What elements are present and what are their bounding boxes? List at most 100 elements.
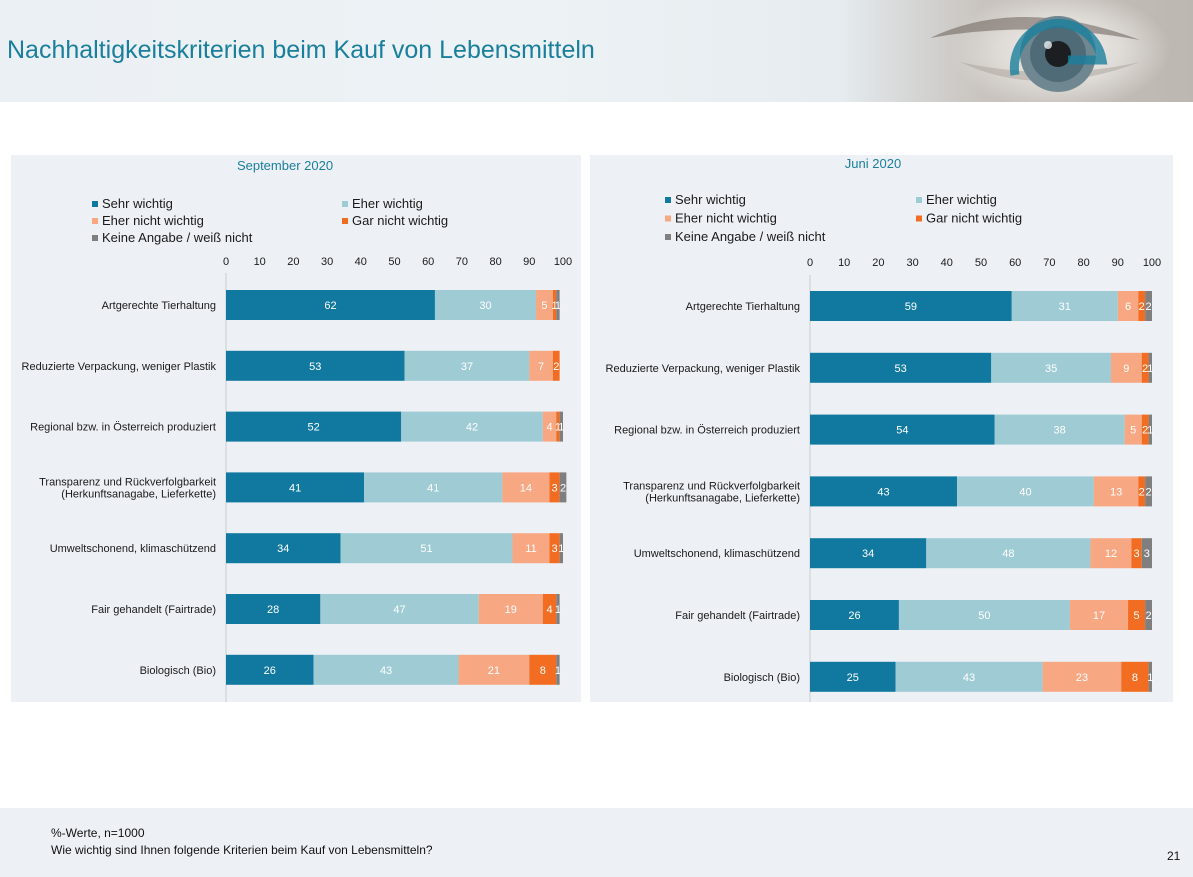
data-label: 1	[558, 543, 564, 555]
bar-segment-sehr-wichtig	[810, 538, 927, 569]
data-label: 4	[546, 422, 552, 434]
bar-segment-gar-nicht-wichtig	[542, 594, 557, 624]
data-label: 19	[505, 604, 517, 616]
category-label: (Herkunftsanagabe, Lieferkette)	[61, 488, 216, 500]
bar-segment-keine-angabe-weiss-nicht	[556, 594, 560, 624]
bar-segment-gar-nicht-wichtig	[1131, 538, 1142, 569]
data-label: 47	[393, 604, 405, 616]
x-tick-label: 80	[1077, 257, 1089, 269]
bar-segment-eher-nicht-wichtig	[1042, 661, 1122, 692]
bar-segment-sehr-wichtig	[810, 661, 896, 692]
x-tick-label: 30	[906, 257, 918, 269]
category-label: Regional bzw. in Österreich produziert	[30, 422, 216, 434]
data-label: 2	[1139, 486, 1145, 498]
data-label: 43	[877, 486, 889, 498]
data-label: 1	[555, 422, 561, 434]
bar-segment-gar-nicht-wichtig	[1138, 476, 1146, 507]
data-label: 31	[1059, 301, 1071, 313]
bar-segment-keine-angabe-weiss-nicht	[1145, 476, 1152, 507]
data-label: 25	[847, 672, 859, 684]
data-label: 28	[267, 604, 279, 616]
bar-segment-gar-nicht-wichtig	[1138, 291, 1146, 321]
bar-segment-eher-nicht-wichtig	[536, 290, 553, 320]
bar-segment-keine-angabe-weiss-nicht	[559, 533, 563, 564]
bar-segment-gar-nicht-wichtig	[529, 654, 557, 685]
data-label: 8	[540, 665, 546, 677]
x-tick-label: 100	[554, 256, 572, 268]
legend-swatch-sehr-wichtig	[92, 201, 98, 207]
bar-segment-gar-nicht-wichtig	[549, 472, 560, 503]
data-label: 4	[546, 604, 552, 616]
data-label: 2	[1142, 425, 1148, 437]
legend-label-eher-wichtig: Eher wichtig	[926, 192, 997, 207]
data-label: 26	[264, 665, 276, 677]
data-label: 3	[1144, 548, 1150, 560]
x-tick-label: 50	[975, 257, 987, 269]
data-label: 1	[555, 665, 561, 677]
bar-segment-eher-wichtig	[320, 594, 479, 624]
chart-juni-2020: Juni 2020 Sehr wichtig Eher wichtig Eher ni…	[606, 156, 1161, 702]
chart-panel-juni-2020: Juni 2020 Sehr wichtig Eher wichtig Eher ni…	[590, 155, 1173, 702]
x-tick-label: 0	[223, 256, 229, 268]
bar-segment-gar-nicht-wichtig	[1128, 600, 1146, 630]
category-label: Fair gehandelt (Fairtrade)	[675, 610, 800, 622]
legend-swatch-keine-angabe-weiss-nicht	[665, 234, 671, 240]
bar-segment-eher-wichtig	[994, 414, 1125, 445]
category-label: Reduzierte Verpackung, weniger Plastik	[606, 363, 801, 375]
data-label: 11	[525, 543, 536, 555]
legend-swatch-gar-nicht-wichtig	[916, 215, 922, 222]
bar-segment-eher-nicht-wichtig	[512, 533, 550, 564]
eye-photo	[840, 0, 1193, 102]
bar-segment-keine-angabe-weiss-nicht	[559, 411, 563, 442]
x-tick-label: 10	[838, 257, 850, 269]
data-label: 3	[552, 482, 558, 494]
x-tick-label: 50	[388, 256, 400, 268]
legend-swatch-gar-nicht-wichtig	[342, 218, 348, 224]
bar-segment-keine-angabe-weiss-nicht	[1148, 352, 1152, 383]
x-tick-label: 90	[1112, 257, 1124, 269]
bar-segment-sehr-wichtig	[226, 594, 321, 624]
category-label: Artgerechte Tierhaltung	[102, 300, 216, 312]
category-label: Artgerechte Tierhaltung	[686, 301, 800, 313]
data-label: 37	[461, 361, 473, 373]
bar-segment-eher-wichtig	[364, 472, 503, 503]
data-label: 5	[1134, 610, 1140, 622]
data-label: 62	[324, 300, 336, 312]
bar-segment-gar-nicht-wichtig	[1141, 414, 1149, 445]
legend-swatch-sehr-wichtig	[665, 197, 671, 203]
category-label: Umweltschonend, klimaschützend	[50, 543, 216, 555]
data-label: 34	[862, 548, 874, 560]
category-label: Biologisch (Bio)	[140, 665, 216, 677]
bar-segment-eher-wichtig	[1011, 291, 1118, 321]
chart-september-2020: September 2020 Sehr wichtig Eher wichtig Eh…	[22, 158, 572, 702]
x-tick-label: 0	[807, 257, 813, 269]
data-label: 1	[555, 300, 561, 312]
x-tick-label: 40	[355, 256, 367, 268]
data-label: 38	[1054, 425, 1066, 437]
data-label: 5	[1130, 425, 1136, 437]
data-label: 53	[309, 361, 321, 373]
category-label: Biologisch (Bio)	[724, 672, 800, 684]
bar-segment-sehr-wichtig	[226, 411, 402, 442]
x-tick-label: 60	[422, 256, 434, 268]
bar-segment-sehr-wichtig	[810, 352, 992, 383]
bar-segment-eher-wichtig	[898, 600, 1070, 630]
bar-segment-sehr-wichtig	[226, 290, 435, 320]
bar-segment-gar-nicht-wichtig	[1141, 352, 1149, 383]
eye-icon	[930, 16, 1140, 92]
data-label: 26	[848, 610, 860, 622]
data-label: 50	[978, 610, 990, 622]
category-label: Umweltschonend, klimaschützend	[634, 548, 800, 560]
data-label: 5	[541, 300, 547, 312]
category-label: (Herkunftsanagabe, Lieferkette)	[645, 492, 800, 504]
data-label: 1	[555, 604, 561, 616]
data-label: 8	[1132, 672, 1138, 684]
legend-swatch-eher-wichtig	[342, 201, 348, 207]
footnote-question: Wie wichtig sind Ihnen folgende Kriterie…	[51, 843, 433, 857]
x-tick-label: 60	[1009, 257, 1021, 269]
bar-segment-sehr-wichtig	[226, 533, 341, 564]
legend-label-gar-nicht-wichtig: Gar nicht wichtig	[926, 211, 1022, 226]
data-label: 1	[1147, 363, 1153, 375]
data-label: 17	[1093, 610, 1105, 622]
data-label: 7	[538, 361, 544, 373]
